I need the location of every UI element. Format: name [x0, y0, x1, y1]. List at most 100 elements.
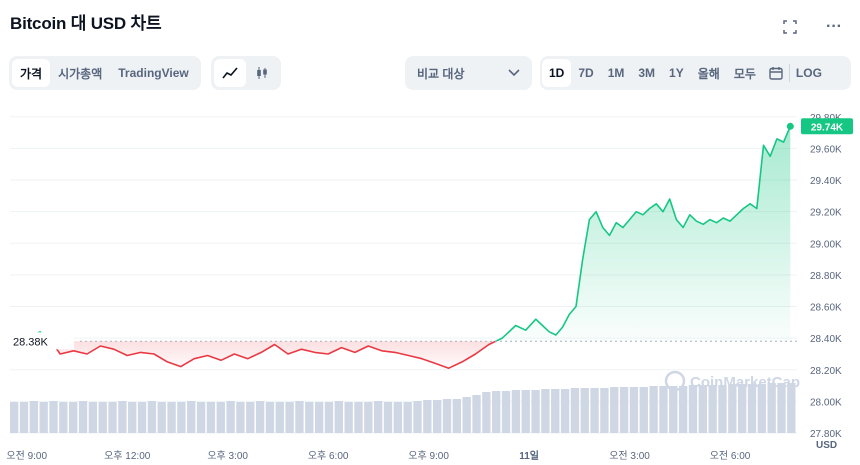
price-chart: 27.80K 28.00K 28.20K 28.40K 28.60K 28.80K 29.0…	[6, 113, 853, 462]
volume-bar	[511, 390, 521, 433]
volume-bar	[196, 402, 206, 433]
x-tick-label: 오전 9:00	[6, 450, 47, 462]
y-tick-label: 29.40K	[810, 176, 842, 187]
volume-bar	[521, 390, 530, 433]
y-tick-label: 28.20K	[810, 366, 842, 377]
page-title: Bitcoin 대 USD 차트	[10, 14, 162, 33]
volume-bar	[265, 402, 275, 433]
volume-bar	[787, 383, 796, 433]
volume-bar	[737, 384, 747, 433]
volume-bar	[49, 401, 58, 433]
volume-bar	[187, 401, 196, 433]
y-tick-label: 28.00K	[810, 397, 842, 408]
volume-bar	[344, 402, 353, 433]
volume-bar	[482, 392, 491, 433]
range-tabs: 1D 7D 1M 3M 1Y 올해 모두 LOG	[540, 56, 851, 90]
baseline-label: 28.38K	[13, 336, 49, 348]
volume-bar	[600, 388, 609, 433]
fullscreen-icon[interactable]	[777, 14, 803, 40]
volume-bar	[88, 402, 98, 433]
range-1m[interactable]: 1M	[607, 66, 625, 80]
watermark-logo-icon	[664, 370, 686, 392]
volume-bar	[747, 384, 757, 433]
volume-bar	[98, 402, 107, 433]
range-1d[interactable]: 1D	[542, 59, 572, 87]
volume-bar	[128, 402, 137, 433]
x-tick-label: 오후 9:00	[408, 450, 449, 462]
volume-bar	[433, 400, 442, 433]
volume-bar	[718, 385, 727, 433]
chart-type-switch	[211, 56, 281, 90]
volume-bar	[551, 389, 560, 433]
x-tick-label: 11일	[519, 449, 539, 462]
view-tabs: 가격 시가총액 TradingView	[9, 56, 201, 90]
range-7d[interactable]: 7D	[578, 66, 594, 80]
volume-bar	[19, 402, 29, 433]
volume-bar	[649, 386, 658, 433]
volume-bar	[226, 401, 235, 433]
y-tick-label: 29.00K	[810, 239, 842, 250]
volume-bar	[108, 402, 117, 433]
volume-bar	[167, 402, 176, 433]
log-scale-toggle[interactable]: LOG	[788, 64, 828, 82]
x-tick-label: 오후 6:00	[308, 450, 349, 462]
volume-bar	[531, 390, 540, 433]
volume-bar	[590, 388, 599, 433]
x-tick-label: 오후 3:00	[207, 450, 248, 462]
line-chart-icon[interactable]	[214, 59, 246, 87]
area-fill-down	[49, 341, 496, 369]
compare-select[interactable]: 비교 대상	[405, 56, 532, 90]
more-icon[interactable]: ···	[826, 18, 842, 35]
volume-bar	[492, 391, 501, 433]
price-line-up	[495, 125, 792, 343]
volume-bar	[560, 389, 570, 433]
volume-bar	[610, 387, 619, 433]
tab-tradingview[interactable]: TradingView	[118, 66, 189, 80]
volume-bar	[413, 401, 422, 433]
volume-bar	[639, 387, 648, 433]
range-3m[interactable]: 3M	[638, 66, 656, 80]
x-tick-label: 오후 12:00	[104, 450, 151, 462]
volume-bar	[373, 401, 383, 433]
volume-bar	[462, 397, 471, 433]
volume-bar	[78, 401, 88, 433]
volume-bar	[334, 401, 343, 433]
volume-bar	[767, 383, 776, 433]
volume-bar	[305, 402, 314, 433]
tab-market-cap[interactable]: 시가총액	[58, 66, 103, 81]
volume-bar	[452, 399, 462, 433]
volume-bar	[324, 402, 334, 433]
volume-bar	[688, 385, 698, 433]
last-price-badge	[801, 118, 853, 135]
volume-bar	[314, 402, 324, 433]
volume-bar	[393, 402, 402, 433]
tab-price[interactable]: 가격	[12, 59, 51, 87]
volume-bar	[541, 389, 550, 433]
volume-bar	[10, 402, 19, 433]
volume-bar	[403, 402, 412, 433]
y-tick-label: 28.80K	[810, 271, 842, 282]
chevron-down-icon	[508, 66, 520, 80]
y-tick-label: 29.20K	[810, 208, 842, 219]
y-tick-label: 28.40K	[810, 334, 842, 345]
x-tick-label: 오전 6:00	[710, 450, 751, 462]
calendar-icon[interactable]	[763, 59, 789, 87]
volume-bar	[364, 402, 373, 433]
volume-bar	[137, 402, 147, 433]
x-tick-label: 오전 3:00	[609, 450, 650, 462]
y-tick-label: 29.60K	[810, 144, 842, 155]
range-ytd[interactable]: 올해	[697, 66, 720, 81]
y-unit-label: USD	[816, 440, 837, 451]
volume-bar	[236, 402, 245, 433]
volume-bar	[669, 386, 678, 433]
volume-bar	[678, 386, 688, 433]
range-all[interactable]: 모두	[733, 66, 756, 81]
volume-bar	[728, 384, 737, 433]
volume-bar	[619, 387, 629, 433]
compare-label: 비교 대상	[417, 66, 465, 81]
range-1y[interactable]: 1Y	[669, 66, 684, 80]
volume-bar	[423, 400, 432, 433]
candlestick-icon[interactable]	[246, 59, 278, 87]
volume-bar	[275, 402, 284, 433]
volume-bar	[295, 401, 304, 433]
